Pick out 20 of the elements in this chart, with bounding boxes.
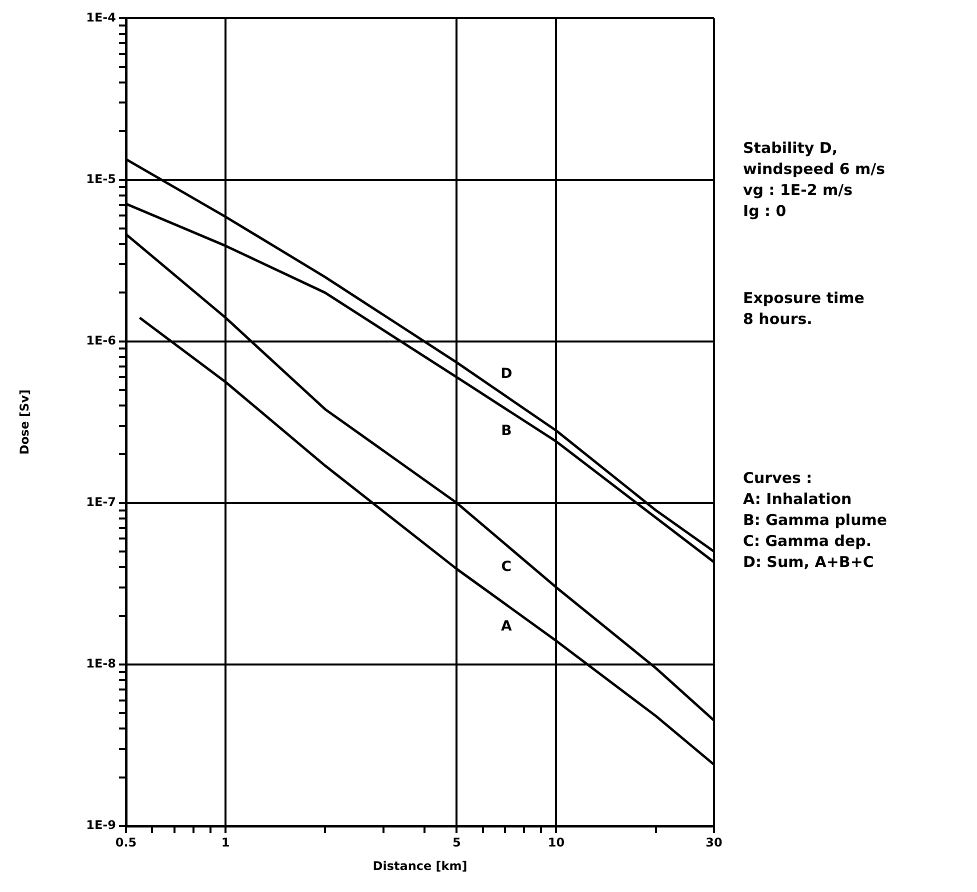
x-tick-label: 10 — [548, 835, 565, 850]
text: Curves : A: Inhalation B: Gamma plume C: Gamma dep. D: Sum, A+B+C — [743, 468, 888, 573]
y-tick-label: 1E-4 — [86, 10, 116, 24]
series-label: D — [500, 366, 512, 382]
y-tick-label: 1E-6 — [86, 333, 116, 348]
y-tick-label: 1E-9 — [86, 818, 116, 832]
y-tick-label: 1E-8 — [86, 656, 116, 671]
y-tick-label: 1E-7 — [86, 495, 116, 510]
text: Stability D, windspeed 6 m/s vg : 1E-2 m/s Ig : 0 — [743, 138, 886, 222]
x-tick-label: 5 — [452, 835, 461, 850]
series-label: C — [501, 558, 512, 575]
y-tick-label: 1E-5 — [86, 172, 116, 186]
x-tick-label: 1 — [221, 835, 230, 850]
series-label: A — [501, 618, 512, 635]
y-axis-title: Dose [Sv] — [17, 390, 32, 455]
series-label: B — [501, 422, 512, 439]
x-tick-label: 0.5 — [115, 835, 137, 850]
x-tick-label: 30 — [706, 835, 722, 850]
x-axis-title: Distance [km] — [372, 858, 468, 873]
text: Exposure time 8 hours. — [743, 288, 864, 330]
